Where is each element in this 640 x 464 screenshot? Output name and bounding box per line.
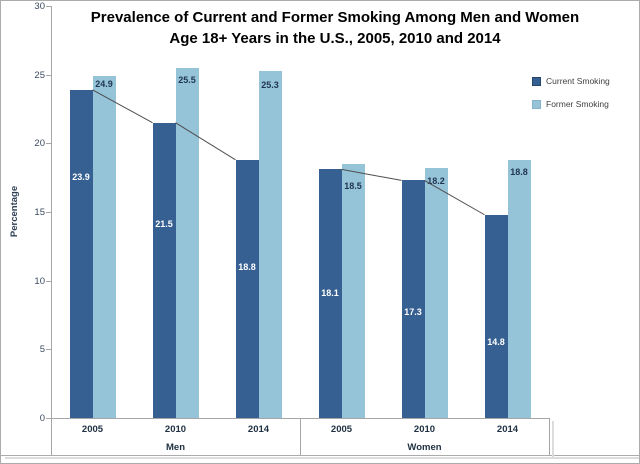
y-tick-mark-5 xyxy=(46,349,51,351)
legend-item-current-smoking: Current Smoking xyxy=(532,74,610,88)
value-label-former-men-2014: 25.3 xyxy=(261,79,279,90)
value-label-current-men-2005: 23.9 xyxy=(72,172,90,183)
bar-current-men-2005 xyxy=(69,89,93,418)
group-label-men: Men xyxy=(166,442,185,453)
x-label-men-2014: 2014 xyxy=(247,424,270,435)
chart-title: Prevalence of Current and Former Smoking… xyxy=(41,7,629,49)
value-label-current-men-2010: 21.5 xyxy=(155,218,173,229)
y-tick-label-0: 0 xyxy=(39,413,45,424)
bar-former-women-2014 xyxy=(507,159,531,418)
legend-swatch-former-icon xyxy=(532,99,541,109)
y-tick-mark-0 xyxy=(46,418,51,419)
x-label-women-2014: 2014 xyxy=(496,424,519,435)
value-label-current-women-2010: 17.3 xyxy=(404,307,422,318)
value-label-current-women-2014: 14.8 xyxy=(487,336,505,347)
bar-former-women-2005 xyxy=(341,163,365,418)
bar-former-men-2005 xyxy=(92,76,116,418)
bar-former-men-2014 xyxy=(258,70,282,418)
right-shadow xyxy=(552,421,554,458)
y-tick-mark-10 xyxy=(46,280,51,282)
value-label-current-men-2014: 18.8 xyxy=(238,262,256,273)
bar-current-women-2010 xyxy=(401,180,425,418)
chart-title-line2: Age 18+ Years in the U.S., 2005, 2010 an… xyxy=(169,30,501,47)
y-tick-mark-15 xyxy=(46,212,51,213)
bar-current-women-2005 xyxy=(318,169,342,418)
y-tick-label-10: 10 xyxy=(34,275,45,287)
bottom-shadow xyxy=(5,457,639,459)
y-tick-label-5: 5 xyxy=(39,344,45,356)
value-label-former-women-2010: 18.2 xyxy=(427,176,445,187)
group-label-women: Women xyxy=(407,442,442,453)
group-separator-2 xyxy=(549,418,550,455)
value-label-former-women-2005: 18.5 xyxy=(344,180,362,191)
bar-current-men-2010 xyxy=(152,122,176,418)
group-separator-1 xyxy=(300,418,301,455)
legend-item-former-smoking: Former Smoking xyxy=(532,97,610,111)
y-tick-label-20: 20 xyxy=(34,138,45,150)
value-label-former-men-2005: 24.9 xyxy=(95,79,113,90)
y-tick-label-15: 15 xyxy=(34,207,45,218)
y-tick-mark-30 xyxy=(46,6,51,7)
y-tick-mark-25 xyxy=(46,74,51,76)
y-tick-label-30: 30 xyxy=(34,1,45,12)
value-label-current-women-2005: 18.1 xyxy=(321,287,339,298)
bar-former-men-2010 xyxy=(175,67,199,418)
x-label-men-2005: 2005 xyxy=(81,424,104,435)
value-label-former-men-2010: 25.5 xyxy=(178,74,196,85)
legend: Current Smoking Former Smoking xyxy=(532,74,610,120)
bar-former-women-2010 xyxy=(424,168,448,418)
chart-title-line1: Prevalence of Current and Former Smoking… xyxy=(90,9,580,26)
y-tick-label-25: 25 xyxy=(34,69,45,81)
x-label-women-2005: 2005 xyxy=(330,424,353,435)
x-label-women-2010: 2010 xyxy=(413,424,436,435)
x-label-men-2010: 2010 xyxy=(164,424,187,435)
legend-label: Former Smoking xyxy=(546,99,609,109)
bar-current-men-2014 xyxy=(235,159,259,418)
legend-swatch-current-icon xyxy=(532,76,541,86)
y-tick-mark-20 xyxy=(46,143,51,145)
bar-current-women-2014 xyxy=(484,214,508,418)
y-axis-line xyxy=(51,6,52,455)
legend-label: Current Smoking xyxy=(546,76,610,86)
chart-bottom-border xyxy=(1,455,639,456)
value-label-former-women-2014: 18.8 xyxy=(510,166,528,177)
